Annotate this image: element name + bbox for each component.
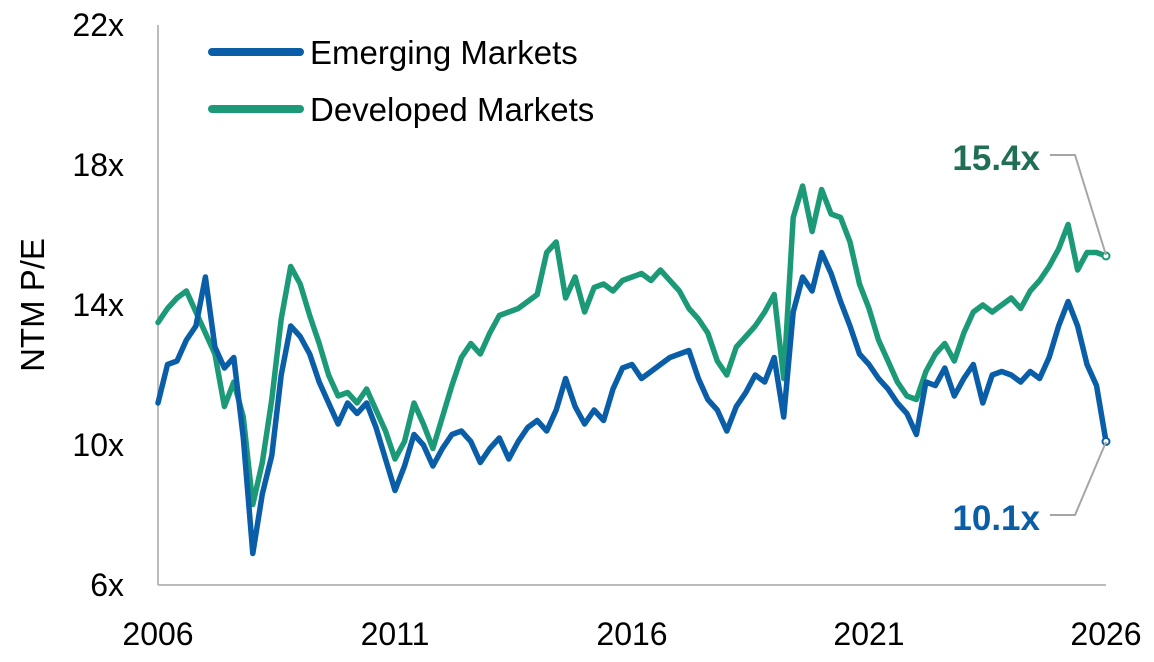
y-tick-label: 14x xyxy=(72,287,124,323)
y-tick-label: 10x xyxy=(72,427,124,463)
leader-line-emerging xyxy=(1050,441,1107,516)
legend-label-emerging: Emerging Markets xyxy=(310,34,578,71)
x-tick-label: 2026 xyxy=(1070,616,1141,652)
y-tick-label: 22x xyxy=(72,7,124,43)
leader-line-developed xyxy=(1050,154,1107,256)
y-tick-label: 18x xyxy=(72,147,124,183)
y-axis-title: NTM P/E xyxy=(14,238,51,372)
x-tick-label: 2011 xyxy=(361,616,430,652)
axes: 6x 10x 14x 18x 22x 2006 2011 2016 2021 2026 xyxy=(72,7,1141,652)
x-tick-label: 2021 xyxy=(833,616,904,652)
legend: Emerging Markets Developed Markets xyxy=(208,34,594,128)
end-label-emerging: 10.1x xyxy=(952,499,1040,538)
x-tick-label: 2016 xyxy=(596,616,667,652)
end-point-emerging xyxy=(1101,437,1111,446)
end-label-developed: 15.4x xyxy=(952,139,1040,178)
legend-label-developed: Developed Markets xyxy=(310,91,594,128)
series-line-developed xyxy=(155,183,1109,508)
y-tick-label: 6x xyxy=(90,567,124,603)
x-tick-label: 2006 xyxy=(122,616,193,652)
end-labels: 15.4x 10.1x xyxy=(952,139,1107,538)
series-line-emerging xyxy=(155,249,1109,557)
